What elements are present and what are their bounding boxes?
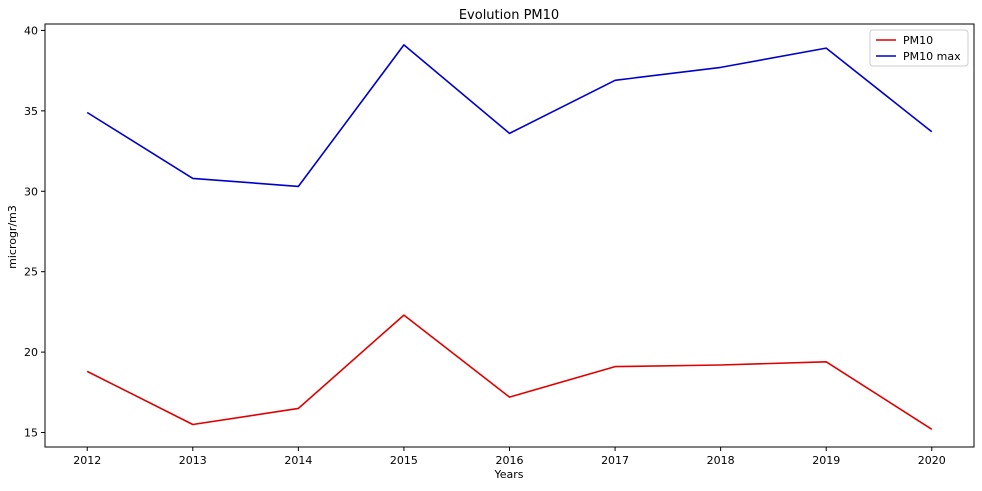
x-tick-label: 2019 — [812, 454, 840, 467]
legend-label: PM10 — [903, 34, 933, 47]
x-tick-label: 2017 — [601, 454, 629, 467]
y-tick-label: 20 — [24, 346, 38, 359]
x-tick-label: 2016 — [496, 454, 524, 467]
plot-frame — [44, 23, 975, 448]
x-tick-label: 2014 — [284, 454, 312, 467]
x-tick-label: 2012 — [73, 454, 101, 467]
x-tick-label: 2013 — [179, 454, 207, 467]
y-tick-label: 30 — [24, 185, 38, 198]
x-tick-label: 2018 — [707, 454, 735, 467]
series-line-pm10-max — [86, 44, 933, 188]
x-tick-label: 2015 — [390, 454, 418, 467]
axes: 2012 2013 2014 2015 2016 2017 2018 2019 2020 15 20… — [24, 23, 975, 467]
chart-title: Evolution PM10 — [459, 8, 559, 23]
series-lines — [86, 44, 933, 430]
legend-box — [869, 29, 969, 67]
legend: PM10 PM10 max — [869, 29, 969, 67]
series-line-pm10 — [86, 314, 933, 430]
y-tick-label: 40 — [24, 24, 38, 37]
legend-label: PM10 max — [903, 50, 961, 63]
x-axis-label: Years — [493, 468, 523, 481]
y-tick-label: 35 — [24, 105, 38, 118]
y-axis-label: microgr/m3 — [6, 205, 19, 269]
x-tick-label: 2020 — [918, 454, 946, 467]
y-tick-label: 25 — [24, 266, 38, 279]
y-tick-label: 15 — [24, 427, 38, 440]
